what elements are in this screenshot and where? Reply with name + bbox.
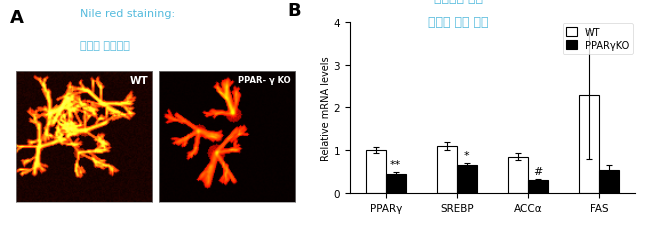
Text: A: A [10, 9, 23, 27]
Text: Nile red staining:: Nile red staining: [80, 9, 176, 19]
Bar [579, 95, 599, 194]
Bar [508, 157, 528, 194]
Bar [386, 174, 406, 194]
Text: 유전자 합성 변화: 유전자 합성 변화 [428, 16, 489, 29]
Bar [457, 166, 477, 194]
Text: B: B [287, 2, 301, 20]
Bar [528, 181, 548, 194]
Bar [599, 170, 619, 194]
Text: PPAR- γ KO: PPAR- γ KO [238, 76, 291, 85]
Text: **: ** [390, 160, 401, 170]
Legend: WT, PPARγKO: WT, PPARγKO [562, 24, 633, 54]
Text: 세포내 지질염색: 세포내 지질염색 [80, 41, 130, 51]
Bar [366, 151, 386, 194]
Text: WT: WT [130, 76, 148, 86]
Bar [437, 146, 457, 194]
Text: *: * [464, 150, 470, 160]
Text: #: # [533, 166, 542, 176]
Text: 지방대사 관련: 지방대사 관련 [434, 0, 483, 5]
Y-axis label: Relative mRNA levels: Relative mRNA levels [321, 56, 330, 160]
